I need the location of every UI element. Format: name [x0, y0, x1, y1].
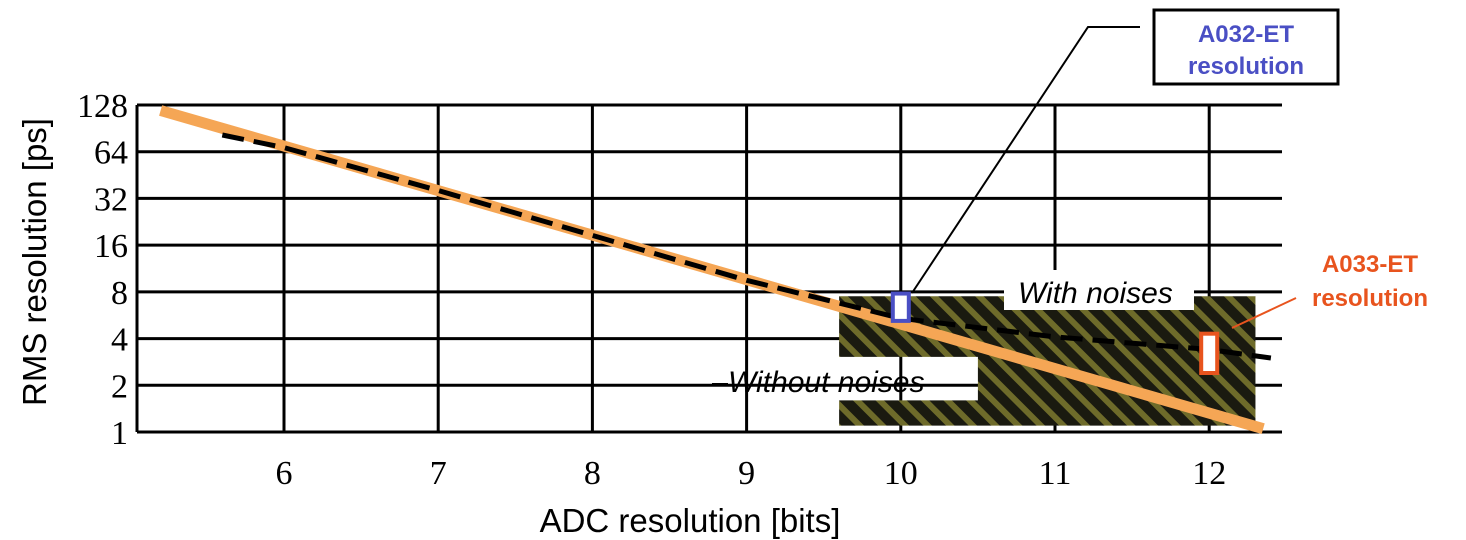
x-axis-label: ADC resolution [bits]	[540, 502, 841, 539]
callout-a033-line2: resolution	[1312, 285, 1428, 312]
y-tick-label: 32	[94, 181, 128, 218]
svg-text:With noises: With noises	[1018, 277, 1173, 310]
x-tick-label: 8	[584, 455, 601, 492]
svg-text:Without noises: Without noises	[728, 366, 925, 399]
callout-a032-line1: A032-ET	[1198, 21, 1294, 48]
x-tick-label: 6	[276, 455, 293, 492]
series-layer	[159, 105, 1272, 434]
markers	[890, 291, 1220, 375]
x-tick-label: 7	[430, 455, 447, 492]
y-tick-label: 2	[111, 368, 128, 405]
y-tick-label: 4	[111, 322, 128, 359]
callout-a032-line2: resolution	[1188, 53, 1304, 80]
series-solid-line	[159, 105, 1265, 434]
y-tick-label: 8	[111, 275, 128, 312]
y-tick-label: 128	[77, 88, 128, 125]
series-dashed-line	[221, 132, 1272, 361]
y-tick-label: 64	[94, 135, 128, 172]
y-axis-label: RMS resolution [ps]	[16, 118, 53, 406]
y-tick-label: 1	[111, 415, 128, 452]
annotation-with-noises: With noises	[1004, 270, 1194, 310]
x-tick-label: 9	[738, 455, 755, 492]
x-tick-label: 10	[884, 455, 918, 492]
marker-a033	[1199, 331, 1220, 375]
callout-a032: A032-ET resolution	[911, 8, 1340, 294]
x-tick-label: 11	[1039, 455, 1072, 492]
callout-a033: A033-ET resolution	[1231, 251, 1428, 329]
callout-a033-line1: A033-ET	[1322, 251, 1418, 278]
marker-a032	[890, 291, 911, 323]
annotation-without-noises: Without noises	[712, 366, 925, 399]
y-tick-label: 16	[94, 228, 128, 265]
x-tick-label: 12	[1192, 455, 1226, 492]
